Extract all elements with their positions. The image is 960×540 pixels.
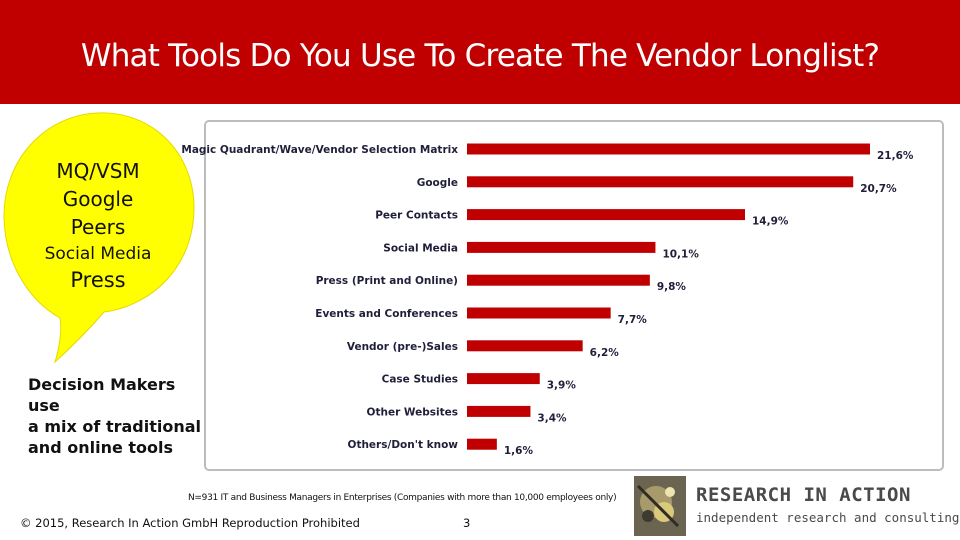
category-label: Others/Don't know bbox=[348, 439, 459, 451]
bar-9 bbox=[467, 438, 497, 450]
caption-line: a mix of traditional bbox=[28, 417, 202, 436]
data-label: 3,4% bbox=[537, 412, 567, 424]
data-label: 14,9% bbox=[752, 216, 789, 228]
data-label: 7,7% bbox=[618, 314, 648, 326]
speech-bubble bbox=[3, 112, 195, 364]
data-label: 21,6% bbox=[877, 150, 914, 162]
caption-line: Decision Makers use bbox=[28, 375, 176, 415]
data-label: 9,8% bbox=[657, 281, 687, 293]
data-label: 6,2% bbox=[590, 347, 620, 359]
category-label: Press (Print and Online) bbox=[316, 275, 458, 287]
bubble-line-press: Press bbox=[70, 268, 126, 292]
copyright-footer: © 2015, Research In Action GmbH Reproduc… bbox=[20, 516, 360, 530]
bar-6 bbox=[467, 340, 583, 352]
bar-0 bbox=[467, 143, 870, 155]
sample-note: N=931 IT and Business Managers in Enterp… bbox=[188, 493, 617, 503]
logo-emblem-icon bbox=[634, 476, 686, 536]
logo-subtitle: independent research and consulting bbox=[696, 510, 960, 525]
category-label: Social Media bbox=[383, 242, 458, 254]
data-label: 20,7% bbox=[860, 183, 897, 195]
data-label: 10,1% bbox=[662, 248, 699, 260]
bubble-line-peers: Peers bbox=[70, 215, 126, 239]
bar-5 bbox=[467, 307, 611, 319]
bar-8 bbox=[467, 405, 531, 417]
bar-7 bbox=[467, 373, 540, 385]
page-title: What Tools Do You Use To Create The Vend… bbox=[80, 38, 880, 74]
bar-4 bbox=[467, 274, 650, 286]
category-label: Case Studies bbox=[382, 374, 458, 386]
header-bar: What Tools Do You Use To Create The Vend… bbox=[0, 0, 960, 104]
caption: Decision Makers use a mix of traditional… bbox=[28, 374, 208, 458]
bar-1 bbox=[467, 176, 854, 188]
page-number: 3 bbox=[463, 516, 471, 530]
bubble-line-google: Google bbox=[62, 187, 134, 211]
bar-2 bbox=[467, 209, 745, 221]
logo-title: RESEARCH IN ACTION bbox=[696, 484, 911, 506]
category-label: Other Websites bbox=[367, 406, 458, 418]
category-label: Vendor (pre-)Sales bbox=[347, 341, 458, 353]
category-label: Magic Quadrant/Wave/Vendor Selection Mat… bbox=[181, 144, 458, 156]
category-label: Peer Contacts bbox=[375, 210, 458, 222]
bubble-line-social-media: Social Media bbox=[44, 244, 152, 264]
bubble-line-mqvsm: MQ/VSM bbox=[56, 159, 140, 183]
category-label: Events and Conferences bbox=[315, 308, 458, 320]
data-label: 3,9% bbox=[547, 380, 577, 392]
data-label: 1,6% bbox=[504, 445, 534, 457]
category-label: Google bbox=[417, 177, 458, 189]
caption-line: and online tools bbox=[28, 438, 174, 457]
bar-3 bbox=[467, 241, 656, 253]
